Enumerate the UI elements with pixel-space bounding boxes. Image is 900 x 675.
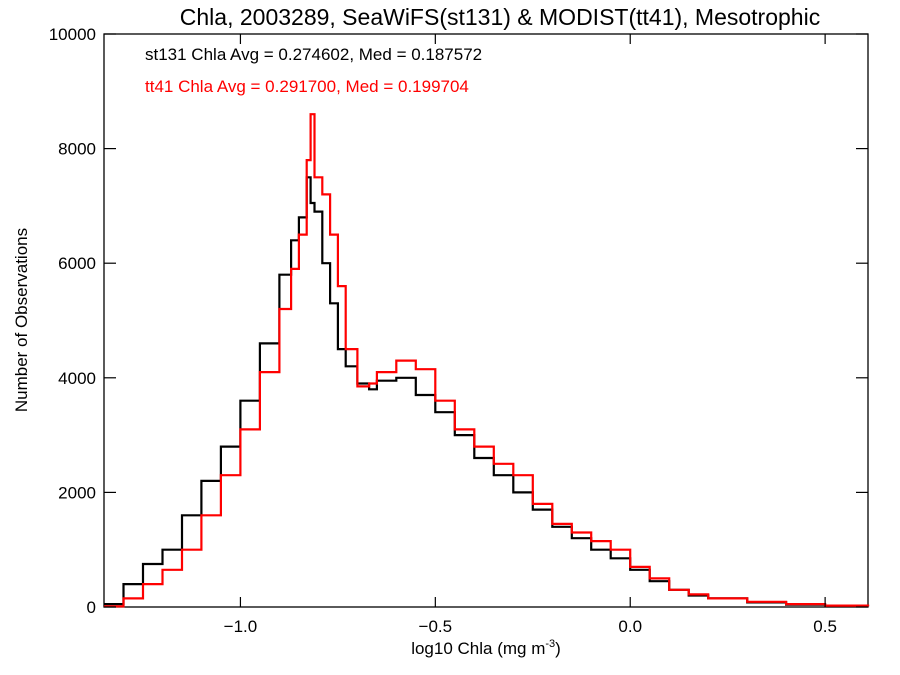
x-axis-label-superscript: -3 (545, 638, 555, 650)
y-tick-label: 2000 (58, 483, 96, 502)
y-tick-label: 0 (87, 598, 96, 617)
x-tick-label: 0.5 (813, 617, 837, 636)
ticks-layer: −1.0 −0.5 0.0 0.5 0 2000 4000 6000 8000 10000 (49, 25, 868, 636)
annotation-st131: st131 Chla Avg = 0.274602, Med = 0.18757… (145, 45, 482, 64)
series-line-1 (104, 113, 870, 608)
series-layer (104, 113, 870, 608)
x-axis-label: log10 Chla (mg m-3) (411, 638, 561, 658)
x-tick-label: 0.0 (618, 617, 642, 636)
plot-frame (103, 33, 869, 608)
x-axis-label-close: ) (555, 639, 561, 658)
x-tick-label: −1.0 (224, 617, 258, 636)
series-line-0 (104, 176, 870, 607)
y-tick-label: 4000 (58, 369, 96, 388)
y-axis-label: Number of Observations (12, 228, 31, 412)
y-tick-label: 8000 (58, 140, 96, 159)
chart-title: Chla, 2003289, SeaWiFS(st131) & MODIST(t… (180, 4, 820, 30)
annotation-tt41: tt41 Chla Avg = 0.291700, Med = 0.199704 (145, 77, 469, 96)
y-tick-label: 10000 (49, 25, 96, 44)
y-tick-label: 6000 (58, 254, 96, 273)
x-tick-label: −0.5 (419, 617, 453, 636)
